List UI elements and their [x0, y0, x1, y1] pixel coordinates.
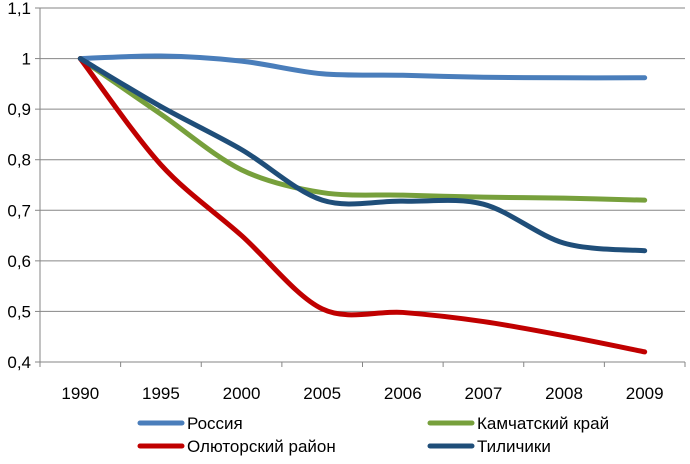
y-tick-label: 0,5	[7, 302, 31, 321]
legend-label-3: Олюторский район	[187, 437, 336, 456]
x-tick-label: 2006	[384, 384, 422, 403]
y-tick-label: 0,8	[7, 151, 31, 170]
y-tick-label: 0,9	[7, 100, 31, 119]
x-tick-label: 2009	[626, 384, 664, 403]
legend: Россия Камчатский край Олюторский район Тил…	[137, 414, 609, 456]
x-tick-label: 1990	[61, 384, 99, 403]
y-tick-label: 1,1	[7, 0, 31, 18]
y-tick-label: 0,4	[7, 353, 31, 372]
x-tick-label: 2000	[223, 384, 261, 403]
series-line-2	[77, 56, 648, 203]
axes	[35, 7, 686, 367]
y-tick-labels: 0,4 0,5 0,6 0,7 0,8 0,9 1 1,1	[7, 0, 31, 372]
x-tick-label: 1995	[142, 384, 180, 403]
series-line-1	[77, 53, 648, 81]
y-tick-label: 0,7	[7, 201, 31, 220]
x-tick-label: 2008	[545, 384, 583, 403]
x-tick-label: 2005	[303, 384, 341, 403]
y-tick-label: 0,6	[7, 252, 31, 271]
series-lines	[77, 53, 648, 355]
series-line-4	[77, 56, 648, 254]
x-tick-label: 2007	[465, 384, 503, 403]
legend-label-4: Тиличики	[477, 437, 551, 456]
y-tick-label: 1	[22, 50, 31, 69]
legend-label-1: Россия	[187, 414, 243, 433]
series-line-3	[77, 56, 648, 355]
gridlines	[40, 7, 685, 363]
x-tick-labels: 1990 1995 2000 2005 2006 2007 2008 2009	[61, 384, 663, 403]
legend-label-2: Камчатский край	[477, 414, 609, 433]
